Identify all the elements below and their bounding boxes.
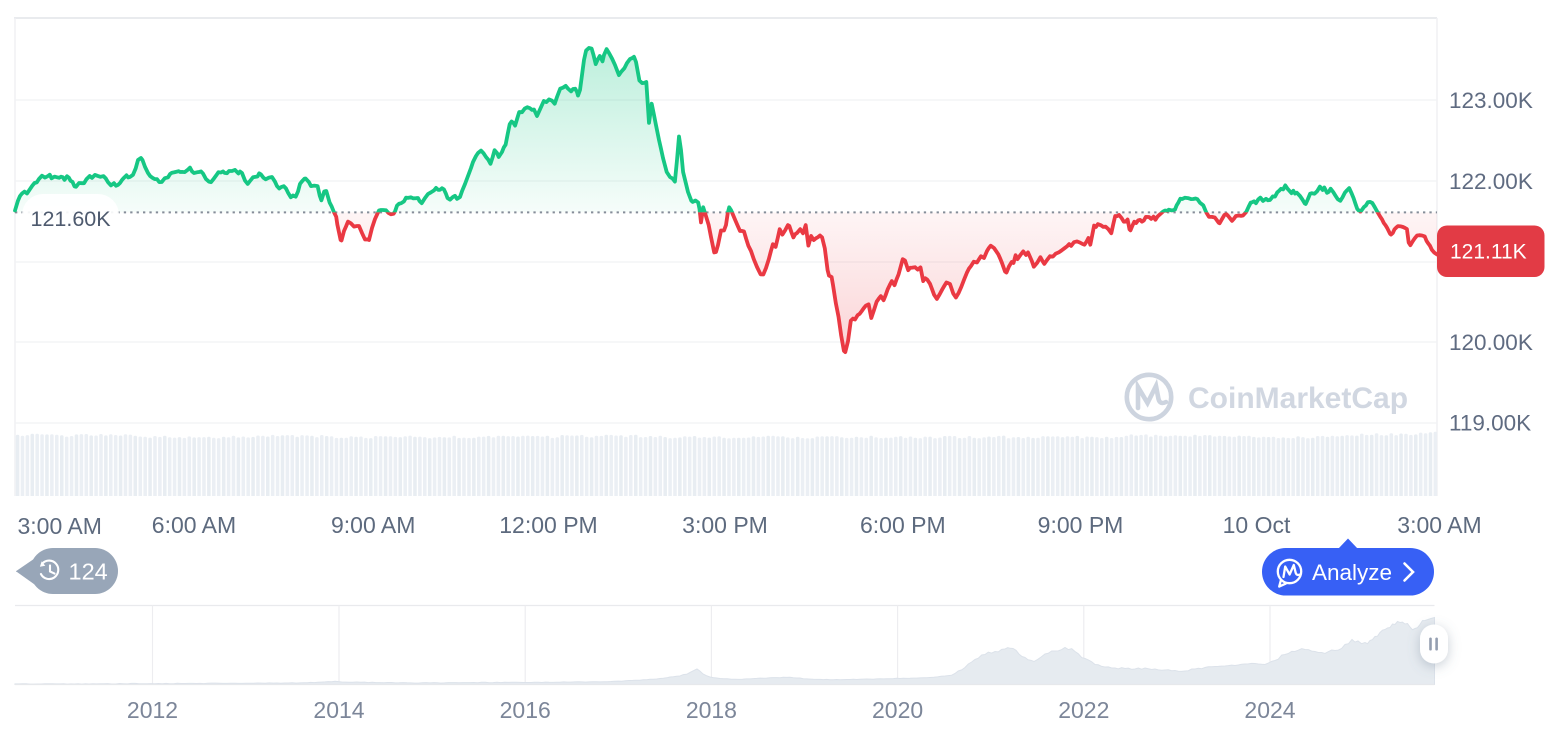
svg-text:3:00 AM: 3:00 AM <box>1397 512 1481 538</box>
svg-text:122.00K: 122.00K <box>1449 169 1533 194</box>
svg-text:CoinMarketCap: CoinMarketCap <box>1188 382 1408 415</box>
svg-text:121.11K: 121.11K <box>1450 241 1527 264</box>
svg-text:2016: 2016 <box>500 697 551 723</box>
svg-text:123.00K: 123.00K <box>1449 88 1533 113</box>
svg-text:6:00 PM: 6:00 PM <box>860 512 946 538</box>
svg-text:119.00K: 119.00K <box>1449 411 1531 436</box>
svg-text:2024: 2024 <box>1244 697 1295 723</box>
svg-text:2012: 2012 <box>127 697 178 723</box>
svg-text:12:00 PM: 12:00 PM <box>499 512 597 538</box>
svg-text:6:00 AM: 6:00 AM <box>152 512 236 538</box>
svg-text:121.60K: 121.60K <box>31 207 112 231</box>
svg-text:2014: 2014 <box>313 697 364 723</box>
svg-text:3:00 AM: 3:00 AM <box>18 513 102 539</box>
svg-text:2018: 2018 <box>686 697 737 723</box>
svg-text:3:00 PM: 3:00 PM <box>682 512 768 538</box>
svg-text:9:00 PM: 9:00 PM <box>1038 512 1124 538</box>
svg-text:124: 124 <box>69 559 108 585</box>
svg-text:2022: 2022 <box>1058 697 1109 723</box>
svg-text:10 Oct: 10 Oct <box>1223 512 1291 538</box>
svg-text:9:00 AM: 9:00 AM <box>331 512 415 538</box>
svg-text:2020: 2020 <box>872 697 923 723</box>
svg-text:Analyze: Analyze <box>1312 560 1392 585</box>
svg-text:120.00K: 120.00K <box>1449 330 1533 355</box>
